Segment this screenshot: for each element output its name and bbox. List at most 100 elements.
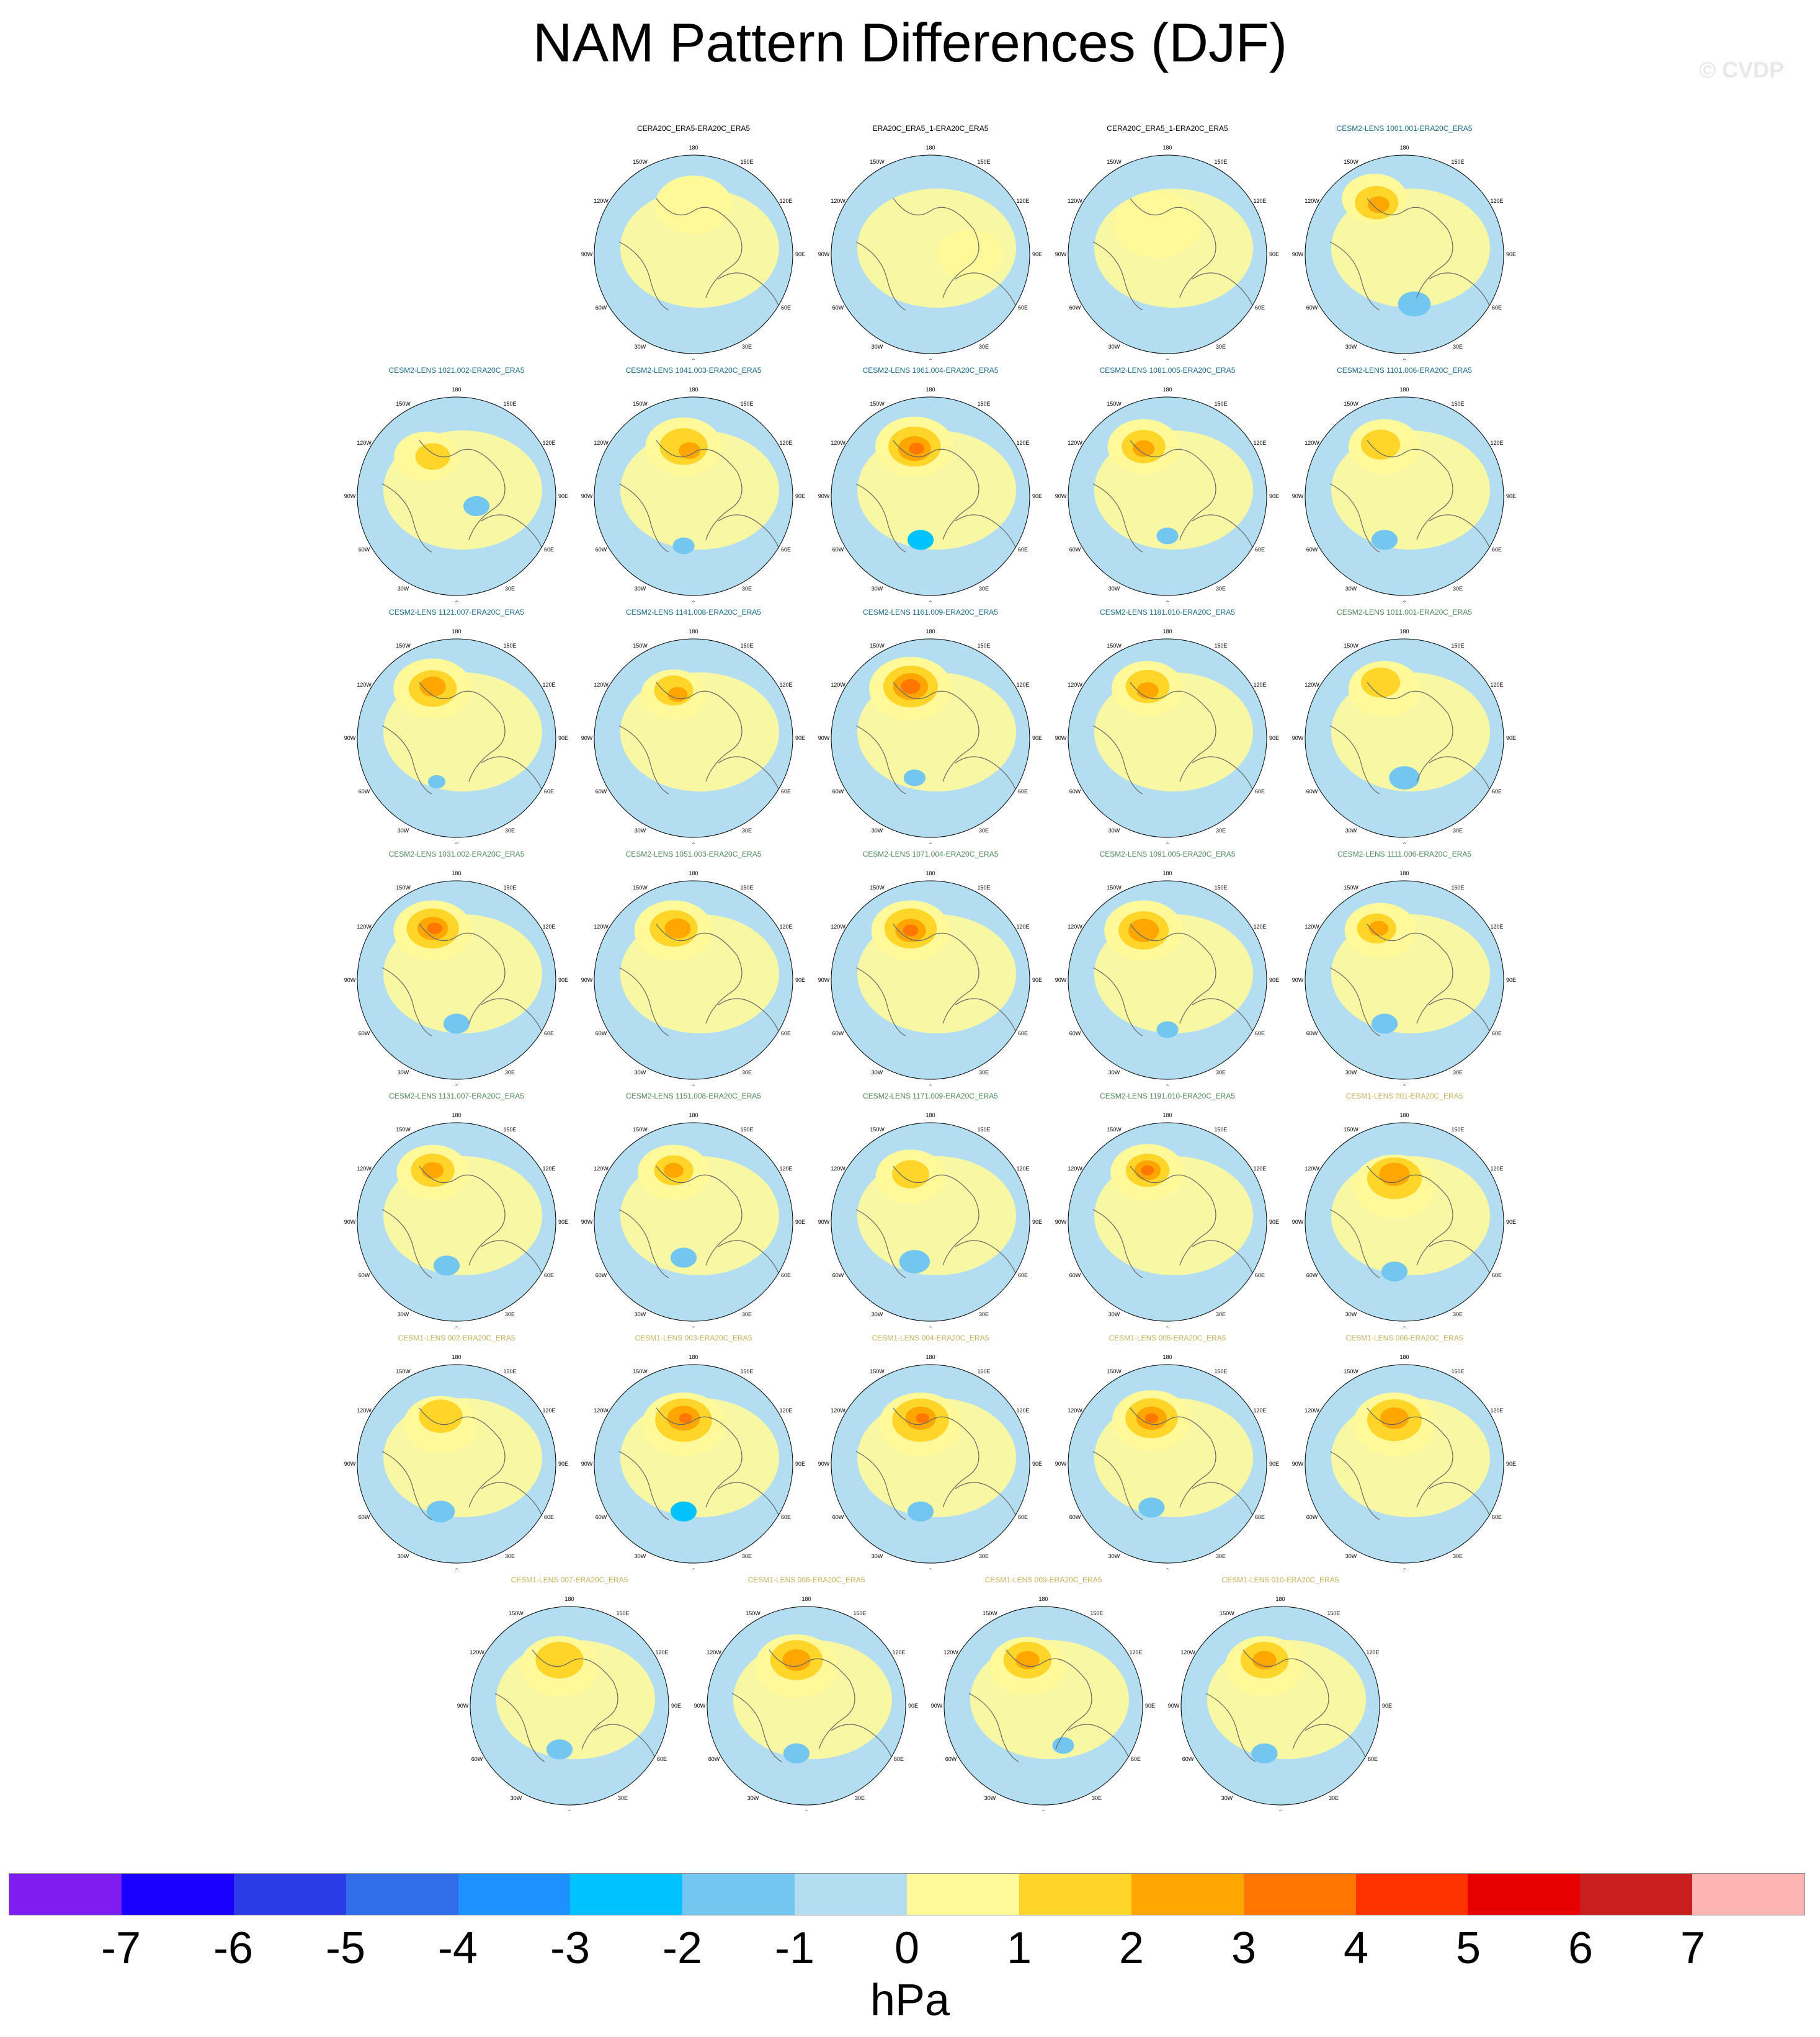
- longitude-label: 60W: [596, 305, 607, 311]
- panel-title: CESM2-LENS 1011.001-ERA20C_ERA5: [1337, 608, 1472, 617]
- map-panel: CESM1-LENS 005-ERA20C_ERA5 180 150E 120E 90E…: [1050, 1334, 1285, 1569]
- longitude-label: 60W: [1306, 1514, 1318, 1520]
- coastline: [1092, 682, 1255, 795]
- longitude-label: 30E: [1216, 1311, 1226, 1317]
- panel-title: CESM1-LENS 004-ERA20C_ERA5: [872, 1334, 989, 1342]
- colorbar-tick-label: 3: [1231, 1923, 1257, 1973]
- map-border: [943, 1606, 1143, 1806]
- longitude-label: 60E: [1492, 1272, 1502, 1278]
- panel-title: CESM1-LENS 010-ERA20C_ERA5: [1221, 1576, 1339, 1584]
- longitude-label: 150W: [1107, 885, 1122, 891]
- colorbar-swatch: [570, 1874, 683, 1915]
- longitude-label: 90E: [1506, 977, 1516, 983]
- longitude-label: 180: [452, 870, 461, 876]
- longitude-label: 150E: [1214, 1368, 1227, 1375]
- anomaly-contour: [1371, 530, 1398, 550]
- longitude-label: 150W: [870, 643, 885, 649]
- longitude-label: 120W: [357, 1407, 372, 1414]
- anomaly-contour: [670, 1247, 697, 1268]
- anomaly-contour: [1380, 1407, 1409, 1429]
- longitude-label: 120W: [1068, 924, 1082, 930]
- panel-title: CESM2-LENS 1181.010-ERA20C_ERA5: [1100, 608, 1235, 617]
- longitude-label: 150E: [1451, 401, 1464, 407]
- panel-title: CESM2-LENS 1091.005-ERA20C_ERA5: [1099, 850, 1236, 858]
- anomaly-contour: [892, 1160, 929, 1189]
- longitude-label: 60W: [359, 1514, 370, 1520]
- polar-map: 180 150E 120E 90E 60E 30E 0 30W 60W 90W 120W 150W: [1292, 145, 1516, 360]
- longitude-label: 60W: [1182, 1756, 1194, 1762]
- watermark: © CVDP: [1699, 57, 1784, 82]
- longitude-label: 120W: [707, 1649, 721, 1656]
- panel-title: CERA20C_ERA5_1-ERA20C_ERA5: [1107, 124, 1228, 133]
- longitude-label: 60E: [1018, 1272, 1028, 1278]
- map-panel: CESM2-LENS 1061.004-ERA20C_ERA5 180 150E 12…: [813, 366, 1048, 602]
- longitude-label: 150E: [977, 159, 990, 165]
- longitude-label: 90E: [558, 977, 568, 983]
- longitude-label: 120W: [594, 1407, 609, 1414]
- map-panel: CESM2-LENS 1151.008-ERA20C_ERA5 180 150E 12…: [576, 1092, 811, 1327]
- longitude-label: 60E: [781, 546, 791, 553]
- longitude-label: 60E: [1492, 1514, 1502, 1520]
- polar-map: 180 150E 120E 90E 60E 30E 0 30W 60W 90W 120W 150W: [1055, 870, 1279, 1085]
- anomaly-contour: [1113, 191, 1202, 258]
- anomaly-contour: [415, 443, 450, 470]
- map-panel: CERA20C_ERA5-ERA20C_ERA5 180 150E 120E 90E 60…: [576, 124, 811, 360]
- coastline: [1329, 198, 1492, 311]
- longitude-label: 90W: [1292, 251, 1304, 257]
- map-border: [831, 396, 1030, 596]
- longitude-label: 60E: [657, 1756, 667, 1762]
- colorbar-tick-label: -2: [662, 1923, 703, 1973]
- longitude-label: 60W: [1306, 1272, 1318, 1278]
- anomaly-contour: [433, 1255, 460, 1276]
- longitude-label: 90E: [1269, 251, 1279, 257]
- anomaly-contour: [937, 229, 1003, 280]
- panel-title: CESM2-LENS 1071.004-ERA20C_ERA5: [862, 850, 999, 858]
- longitude-label: 150E: [1214, 643, 1227, 649]
- longitude-label: 150E: [503, 1368, 516, 1375]
- anomaly-contour: [679, 1413, 692, 1424]
- panel-title: CESM2-LENS 1141.008-ERA20C_ERA5: [626, 608, 761, 617]
- longitude-label: 30W: [398, 827, 409, 834]
- map-border: [357, 1122, 556, 1322]
- longitude-label: 180: [1399, 386, 1409, 393]
- longitude-label: 90E: [795, 977, 805, 983]
- longitude-label: 90E: [1032, 977, 1042, 983]
- longitude-label: 30E: [1453, 344, 1463, 350]
- polar-map: 180 150E 120E 90E 60E 30E 0 30W 60W 90W 120W 150W: [344, 386, 568, 602]
- polar-map: 180 150E 120E 90E 60E 30E 0 30W 60W 90W 120W 150W: [581, 1354, 805, 1569]
- longitude-label: 150W: [1220, 1610, 1234, 1616]
- panel-title: CESM2-LENS 1161.009-ERA20C_ERA5: [863, 608, 998, 617]
- longitude-label: 30W: [872, 1311, 883, 1317]
- coastline: [1092, 198, 1255, 311]
- longitude-label: 120E: [542, 1407, 555, 1414]
- longitude-label: 0: [1403, 1084, 1406, 1085]
- colorbar-tick-label: 0: [894, 1923, 920, 1973]
- longitude-label: 180: [689, 1354, 698, 1360]
- longitude-label: 150E: [740, 885, 753, 891]
- longitude-label: 90W: [344, 1461, 356, 1467]
- coastline: [855, 924, 1018, 1036]
- panel-title: CESM2-LENS 1151.008-ERA20C_ERA5: [626, 1092, 761, 1100]
- longitude-label: 150E: [1214, 159, 1227, 165]
- longitude-label: 60E: [1492, 546, 1502, 553]
- longitude-label: 30E: [979, 344, 989, 350]
- anomaly-contour: [679, 442, 701, 459]
- longitude-label: 60E: [1255, 546, 1265, 553]
- longitude-label: 30E: [1216, 586, 1226, 592]
- longitude-label: 30W: [1345, 1311, 1357, 1317]
- longitude-label: 150E: [1327, 1610, 1340, 1616]
- longitude-label: 60E: [781, 1030, 791, 1036]
- longitude-label: 30W: [984, 1795, 996, 1801]
- map-border: [594, 880, 793, 1080]
- longitude-label: 30E: [979, 1311, 989, 1317]
- longitude-label: 90W: [344, 977, 356, 983]
- longitude-label: 150W: [633, 401, 648, 407]
- longitude-label: 150W: [396, 1126, 411, 1133]
- coastline: [618, 924, 781, 1036]
- longitude-label: 60W: [359, 546, 370, 553]
- longitude-label: 90W: [1055, 1461, 1067, 1467]
- longitude-label: 150E: [977, 885, 990, 891]
- anomaly-contour: [664, 1162, 684, 1178]
- longitude-label: 60W: [1306, 305, 1318, 311]
- longitude-label: 30E: [742, 1069, 752, 1076]
